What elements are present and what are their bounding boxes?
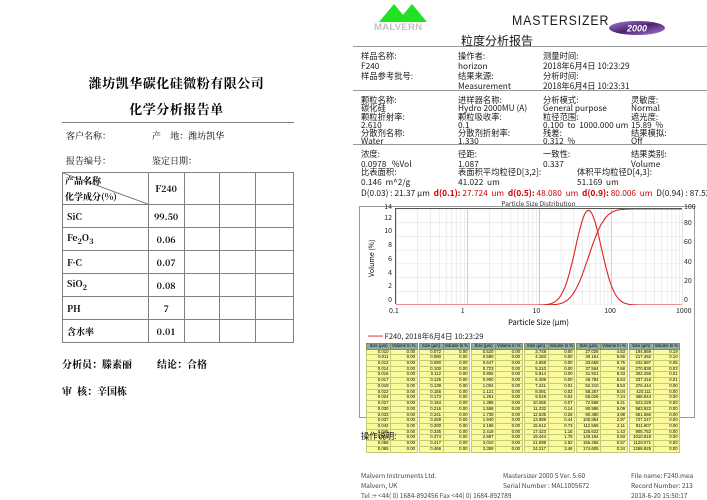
- svg-text:2000: 2000: [626, 24, 647, 34]
- svg-text:MALVERN: MALVERN: [374, 22, 422, 32]
